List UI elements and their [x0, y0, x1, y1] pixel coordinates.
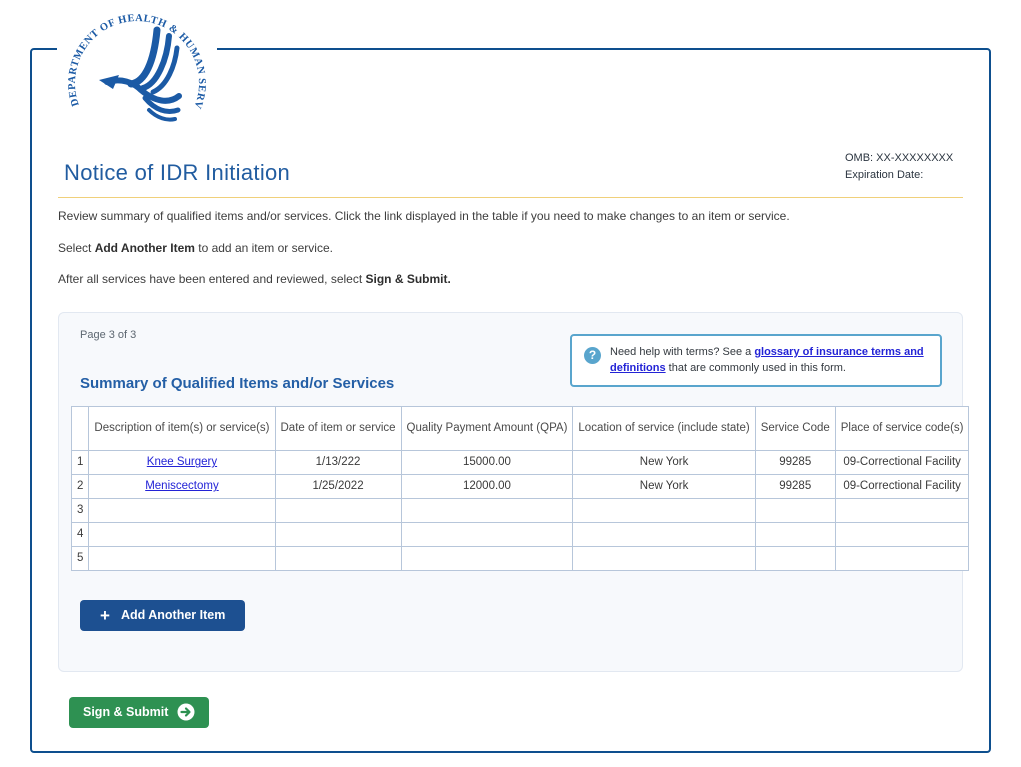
date-cell [274, 521, 402, 547]
sign-submit-label: Sign & Submit [83, 705, 169, 720]
col-header-location: Location of service (include state) [572, 405, 756, 451]
instructions: Review summary of qualified items and/or… [58, 209, 963, 288]
col-header-row-number [70, 405, 90, 451]
plus-icon: + [100, 605, 110, 625]
row-number: 1 [70, 449, 90, 475]
sign-submit-button[interactable]: Sign & Submit [69, 696, 210, 728]
instruction-review: Review summary of qualified items and/or… [58, 209, 963, 225]
place-of-service-cell: 09-Correctional Facility [834, 473, 970, 499]
form-card: DEPARTMENT OF HEALTH & HUMAN SERVICES·US… [30, 0, 991, 753]
place-of-service-cell [834, 521, 970, 547]
table-row: 4 [70, 521, 970, 547]
location-cell [572, 521, 756, 547]
instruction-sign-prefix: After all services have been entered and… [58, 272, 366, 287]
row-number: 5 [70, 545, 90, 571]
omb-block: OMB: XX-XXXXXXXX Expiration Date: [845, 150, 963, 186]
qpa-cell [400, 521, 574, 547]
service-code-cell [754, 545, 836, 571]
col-header-service-code: Service Code [754, 405, 836, 451]
row-number: 3 [70, 497, 90, 523]
glossary-link[interactable]: glossary of insurance terms and definiti… [610, 345, 924, 375]
location-cell [572, 497, 756, 523]
row-number: 2 [70, 473, 90, 499]
qpa-cell [400, 497, 574, 523]
place-of-service-cell [834, 497, 970, 523]
help-text-prefix: Need help with terms? See a [610, 345, 755, 358]
instruction-add-item: Select Add Another Item to add an item o… [58, 241, 963, 257]
location-cell: New York [572, 473, 756, 499]
table-row: 3 [70, 497, 970, 523]
col-header-date: Date of item or service [274, 405, 402, 451]
add-another-item-label: Add Another Item [120, 608, 226, 623]
col-header-description: Description of item(s) or service(s) [88, 405, 276, 451]
col-header-place-of-service: Place of service code(s) [834, 405, 970, 451]
description-cell [88, 521, 276, 547]
date-cell [274, 545, 402, 571]
gold-divider [58, 197, 963, 199]
table-header-row: Description of item(s) or service(s) Dat… [70, 405, 970, 451]
qpa-cell: 12000.00 [400, 473, 574, 499]
help-box: ? Need help with terms? See a glossary o… [570, 333, 942, 387]
page-title: Notice of IDR Initiation [64, 160, 291, 186]
help-text: Need help with terms? See a glossary of … [610, 344, 930, 377]
summary-panel: Page 3 of 3 ? Need help with terms? See … [58, 311, 970, 672]
date-cell [274, 497, 402, 523]
qpa-cell: 15000.00 [400, 449, 574, 475]
page-indicator: Page 3 of 3 [80, 328, 137, 341]
date-cell: 1/25/2022 [274, 473, 402, 499]
service-code-cell: 99285 [754, 473, 836, 499]
help-text-suffix: that are commonly used in this form. [665, 362, 846, 375]
question-mark-icon: ? [584, 346, 601, 364]
qpa-cell [400, 545, 574, 571]
table-row: 2 Meniscectomy 1/25/2022 12000.00 New Yo… [70, 473, 970, 499]
instruction-add-prefix: Select [58, 240, 95, 255]
instruction-add-bold: Add Another Item [94, 240, 195, 255]
instruction-review-text: Review summary of qualified items and/or… [58, 209, 790, 224]
description-cell [88, 497, 276, 523]
omb-number: OMB: XX-XXXXXXXX [845, 152, 954, 164]
location-cell [572, 545, 756, 571]
row-number: 4 [70, 521, 90, 547]
description-cell: Knee Surgery [88, 449, 276, 475]
date-cell: 1/13/222 [274, 449, 402, 475]
add-another-item-button[interactable]: + Add Another Item [80, 599, 246, 631]
arrow-right-circle-icon [177, 703, 195, 721]
hhs-logo: DEPARTMENT OF HEALTH & HUMAN SERVICES·US… [53, 0, 217, 150]
location-cell: New York [572, 449, 756, 475]
section-title: Summary of Qualified Items and/or Servic… [80, 374, 395, 392]
item-link[interactable]: Meniscectomy [145, 480, 219, 493]
instruction-add-suffix: to add an item or service. [194, 240, 333, 255]
description-cell: Meniscectomy [88, 473, 276, 499]
place-of-service-cell [834, 545, 970, 571]
items-table: Description of item(s) or service(s) Dat… [70, 405, 970, 571]
instruction-sign-bold: Sign & Submit. [365, 272, 451, 287]
instruction-sign-submit: After all services have been entered and… [58, 272, 963, 288]
item-link[interactable]: Knee Surgery [146, 456, 218, 469]
description-cell [88, 545, 276, 571]
table-row: 5 [70, 545, 970, 571]
expiration-date: Expiration Date: [845, 169, 924, 182]
place-of-service-cell: 09-Correctional Facility [834, 449, 970, 475]
col-header-qpa: Quality Payment Amount (QPA) [400, 405, 574, 451]
hhs-eagle-seal-icon: DEPARTMENT OF HEALTH & HUMAN SERVICES·US… [53, 0, 211, 150]
header-row: Notice of IDR Initiation OMB: XX-XXXXXXX… [58, 50, 963, 186]
service-code-cell [754, 521, 836, 547]
table-row: 1 Knee Surgery 1/13/222 15000.00 New Yor… [70, 449, 970, 475]
service-code-cell [754, 497, 836, 523]
service-code-cell: 99285 [754, 449, 836, 475]
